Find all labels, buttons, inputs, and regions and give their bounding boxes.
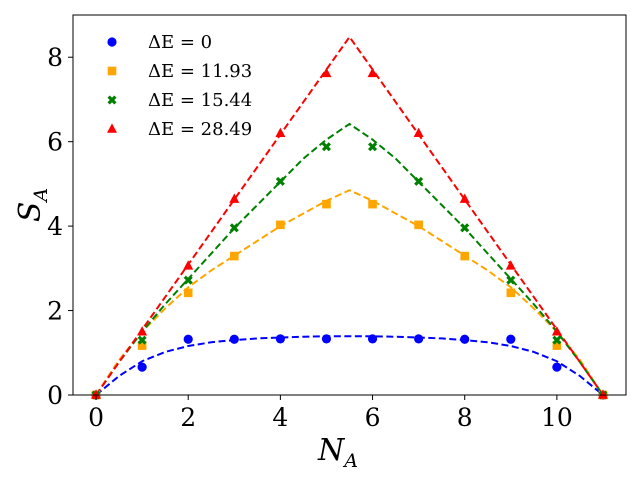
data-point-series-1 [183, 288, 193, 298]
data-point-series-1 [460, 251, 470, 261]
y-tick-label: 2 [47, 297, 63, 326]
fit-line-series-1 [95, 189, 604, 396]
data-point-series-0 [460, 334, 470, 344]
data-point-series-1 [506, 288, 516, 298]
data-point-series-1 [552, 341, 562, 350]
data-point-series-0 [414, 334, 424, 344]
legend-entry-series-2: ΔE = 15.44 [148, 90, 252, 111]
data-point-series-2 [275, 176, 285, 186]
data-point-series-1 [322, 199, 331, 209]
legend-marker-series-2 [107, 95, 117, 105]
data-point-series-3 [367, 67, 378, 78]
legend-marker-series-0 [107, 37, 117, 47]
data-point-series-3 [551, 326, 562, 336]
x-axis-ticks: 0 2 4 6 8 10 [88, 395, 573, 432]
data-point-series-1 [368, 199, 377, 209]
data-point-series-0 [229, 334, 239, 344]
data-point-series-0 [183, 334, 193, 344]
data-point-series-0 [321, 334, 332, 344]
data-point-series-1 [276, 220, 285, 230]
y-tick-label: 4 [47, 212, 63, 241]
x-tick-label: 10 [541, 403, 573, 432]
data-point-series-3 [183, 260, 194, 270]
legend-marker-series-3 [107, 123, 117, 133]
data-point-series-3 [229, 193, 240, 203]
y-tick-label: 0 [47, 381, 63, 410]
legend-entry-series-3: ΔE = 28.49 [148, 119, 252, 140]
data-point-series-3 [137, 326, 148, 336]
data-point-series-0 [506, 334, 516, 344]
data-point-series-3 [505, 260, 516, 270]
legend-entry-series-1: ΔE = 11.93 [148, 61, 252, 82]
data-point-series-3 [459, 193, 470, 203]
data-point-series-3 [321, 67, 332, 78]
data-point-series-0 [367, 334, 378, 344]
data-point-series-2 [137, 335, 147, 345]
data-points [91, 67, 608, 400]
data-point-series-1 [414, 220, 423, 230]
data-point-series-1 [229, 251, 239, 261]
y-tick-label: 6 [47, 128, 63, 157]
data-point-series-3 [275, 127, 286, 138]
plot-frame [72, 14, 627, 396]
data-point-series-2 [229, 223, 239, 233]
data-point-series-3 [597, 389, 608, 399]
data-point-series-1 [137, 341, 147, 350]
x-tick-label: 2 [180, 403, 196, 432]
data-point-series-0 [552, 362, 562, 372]
legend: ΔE = 0 ΔE = 11.93 ΔE = 15.44 ΔE = 28.49 [107, 32, 252, 140]
y-axis-label: SA [13, 188, 52, 222]
data-point-series-2 [321, 142, 331, 152]
legend-entry-series-0: ΔE = 0 [148, 32, 212, 53]
data-point-series-3 [91, 389, 102, 399]
x-axis-label: NA [317, 433, 358, 472]
x-tick-label: 0 [88, 403, 104, 432]
x-tick-label: 6 [365, 403, 381, 432]
y-axis-ticks: 0 2 4 6 8 [47, 43, 73, 410]
data-point-series-2 [414, 176, 424, 186]
data-point-series-2 [183, 275, 193, 285]
y-tick-label: 8 [47, 43, 63, 72]
data-point-series-2 [506, 275, 516, 285]
x-tick-label: 4 [272, 403, 288, 432]
data-point-series-0 [137, 362, 147, 372]
fit-line-series-3 [95, 35, 604, 396]
data-point-series-0 [275, 334, 285, 344]
data-point-series-2 [368, 142, 378, 152]
x-tick-label: 8 [457, 403, 473, 432]
fit-curves [95, 35, 604, 396]
fit-line-series-2 [95, 122, 604, 396]
data-point-series-2 [552, 335, 562, 345]
data-point-series-2 [460, 223, 470, 233]
legend-marker-series-1 [107, 66, 117, 76]
fit-line-series-0 [95, 335, 604, 396]
data-point-series-3 [413, 127, 424, 138]
